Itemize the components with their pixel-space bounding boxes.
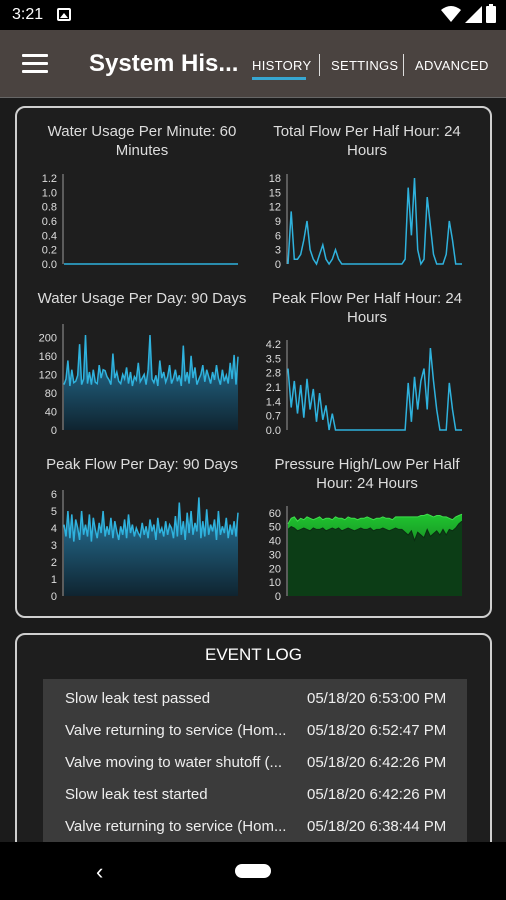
chart-title: Water Usage Per Minute: 60 Minutes [47,123,237,159]
y-tick-label: 0.0 [266,425,281,436]
y-tick-label: 0.6 [42,216,57,228]
y-tick-label: 3 [275,245,281,257]
tab-history[interactable]: HISTORY [252,58,312,73]
y-tick-label: 60 [269,508,281,520]
status-time: 3:21 [12,6,44,23]
event-timestamp: 05/18/20 6:38:44 PM [307,818,447,835]
y-tick-label: 0.0 [42,259,57,270]
y-tick-label: 5 [51,506,57,518]
event-log-title: EVENT LOG [205,645,302,664]
y-tick-label: 4.2 [266,339,281,351]
y-tick-label: 20 [269,563,281,575]
event-timestamp: 05/18/20 6:53:00 PM [307,690,447,707]
battery-icon [486,4,496,23]
wifi-icon [441,6,461,22]
tab-divider [403,54,404,76]
y-tick-label: 0.2 [42,245,57,257]
status-bar: 3:21 [0,0,506,30]
tab-divider [319,54,320,76]
y-tick-label: 40 [269,536,281,548]
water-usage-per-day-chart: 200 160 120 80 40 0 [39,324,239,436]
y-tick-label: 120 [39,369,57,381]
series-line [287,520,463,543]
y-tick-label: 2.8 [266,368,281,380]
water-usage-per-minute-chart: 1.2 1.0 0.8 0.6 0.4 0.2 0.0 [42,173,238,270]
y-tick-label: 0 [51,425,57,436]
series-area [288,521,462,596]
page-title: System His... [89,50,239,77]
y-tick-label: 1.4 [266,396,281,408]
event-timestamp: 05/18/20 6:42:26 PM [307,754,447,771]
y-tick-label: 10 [269,577,281,589]
event-log-row[interactable]: Valve returning to service (Hom... 05/18/… [43,715,467,747]
y-tick-label: 12 [269,202,281,214]
series-area [64,335,238,430]
y-tick-label: 0.7 [266,411,281,423]
y-tick-label: 80 [45,388,57,400]
y-tick-label: 30 [269,549,281,561]
series-line [287,513,463,525]
event-timestamp: 05/18/20 6:52:47 PM [307,722,447,739]
series-line [63,334,239,387]
event-log-row[interactable]: Slow leak test started 05/18/20 6:42:26 P… [43,779,467,811]
y-tick-label: 9 [275,216,281,228]
series-area [64,497,238,596]
chart-title: Peak Flow Per Day: 90 Days [46,456,238,473]
y-tick-label: 1.2 [42,173,57,185]
event-message: Slow leak test passed [65,690,211,707]
total-flow-per-half-hour-chart: 18 15 12 9 6 3 0 [269,173,462,270]
y-tick-label: 3 [51,540,57,552]
series-line [287,177,462,266]
image-icon [57,8,71,21]
y-tick-label: 160 [39,351,57,363]
event-message: Valve returning to service (Hom... [65,818,287,835]
chart-title: Total Flow Per Half Hour: 24 Hours [273,123,461,159]
menu-icon[interactable] [22,54,48,74]
y-tick-label: 6 [275,230,281,242]
chart-title: Peak Flow Per Half Hour: 24 Hours [271,290,463,326]
y-tick-label: 2 [51,557,57,569]
tab-settings[interactable]: SETTINGS [331,58,399,73]
chart-title: Water Usage Per Day: 90 Days [37,290,247,307]
y-tick-label: 0.4 [42,230,57,242]
y-tick-label: 18 [269,173,281,185]
series-line [63,497,239,542]
tab-history-indicator [252,77,306,80]
event-log-row[interactable]: Slow leak test passed 05/18/20 6:53:00 PM [43,683,467,715]
y-tick-label: 50 [269,522,281,534]
signal-icon [465,6,482,23]
y-tick-label: 1 [51,574,57,586]
y-tick-label: 200 [39,332,57,344]
event-log-row[interactable]: Valve moving to water shutoff (... 05/18/… [43,747,467,779]
event-message: Valve moving to water shutoff (... [65,754,283,771]
y-tick-label: 4 [51,523,57,535]
peak-flow-per-half-hour-chart: 4.2 3.5 2.8 2.1 1.4 0.7 0.0 [266,339,462,436]
y-tick-label: 0 [275,259,281,270]
chart-title: Pressure High/Low Per Half Hour: 24 Hour… [274,456,460,492]
y-tick-label: 2.1 [266,382,281,394]
home-icon[interactable] [235,864,271,878]
navigation-bar: ‹ [0,842,506,900]
event-message: Valve returning to service (Hom... [65,722,287,739]
series-line [287,348,462,431]
history-charts-card: Water Usage Per Minute: 60 Minutes 1.2 1.… [15,106,492,618]
y-tick-label: 15 [269,187,281,199]
y-tick-label: 1.0 [42,187,57,199]
y-tick-label: 0 [51,591,57,602]
y-tick-label: 3.5 [266,353,281,365]
event-message: Slow leak test started [65,786,208,803]
back-icon[interactable]: ‹ [96,859,104,884]
y-tick-label: 40 [45,406,57,418]
y-tick-label: 0.8 [42,202,57,214]
event-log-row[interactable]: Valve returning to service (Hom... 05/18/… [43,811,467,843]
event-timestamp: 05/18/20 6:42:26 PM [307,786,447,803]
tab-advanced[interactable]: ADVANCED [415,58,489,73]
app-bar: System His... HISTORY SETTINGS ADVANCED [0,30,506,98]
y-tick-label: 0 [275,591,281,602]
peak-flow-per-day-chart: 6 5 4 3 2 1 0 [51,489,239,602]
y-tick-label: 6 [51,489,57,501]
